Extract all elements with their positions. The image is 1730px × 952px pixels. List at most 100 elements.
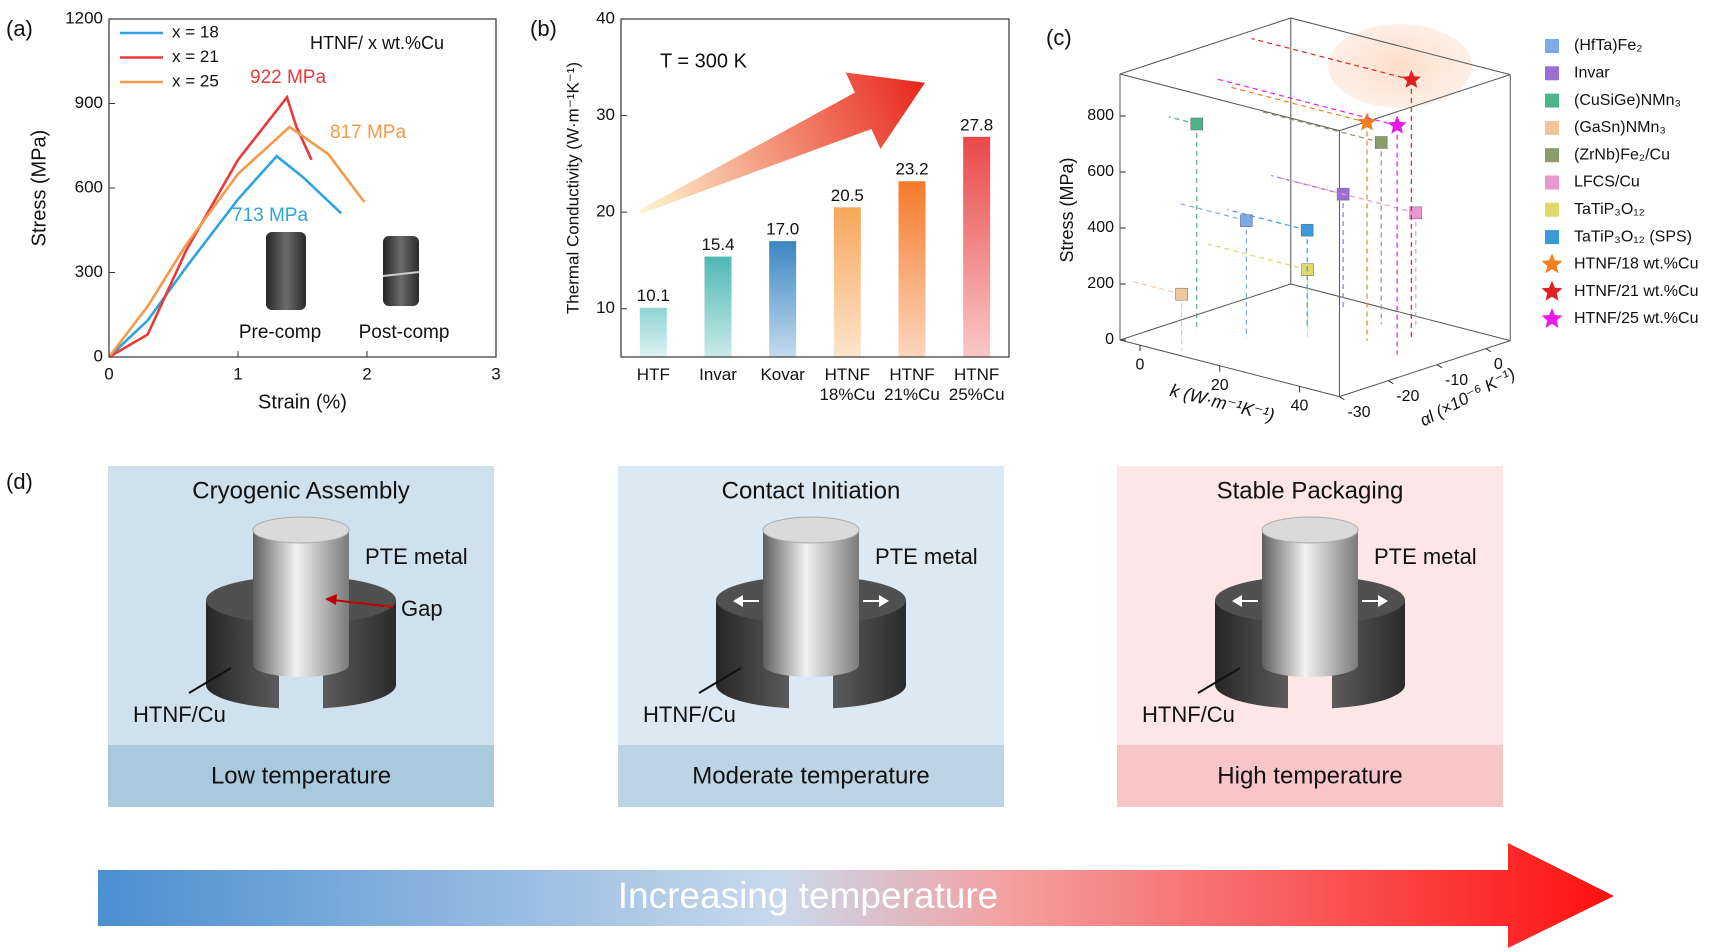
x-tick-label: HTNF 18%Cu [819, 365, 876, 404]
legend-label: TaTiP₃O₁₂ [1574, 201, 1645, 218]
material-label: HTNF/Cu [133, 702, 226, 727]
expansion-arrow [863, 595, 889, 607]
legend-label: x = 25 [172, 71, 219, 90]
box-edge [1119, 73, 1340, 132]
line-series [108, 94, 313, 359]
gap-arrow-head [325, 594, 337, 605]
box-edge [1290, 283, 1511, 342]
line-series [108, 154, 343, 358]
legend-label: x = 21 [172, 47, 219, 66]
z-axis-label: Stress (MPa) [1057, 157, 1077, 262]
x-tick-label: 2 [362, 364, 371, 383]
point [1357, 112, 1377, 131]
x-tick-label: HTNF 21%Cu [884, 365, 940, 404]
sample-image [383, 236, 419, 306]
gap-arrow [332, 599, 394, 608]
legend-swatch [1541, 253, 1563, 274]
plot-frame [108, 18, 497, 358]
value-label: 15.4 [701, 235, 734, 254]
guide-line [1129, 280, 1182, 295]
sample-image [266, 232, 306, 310]
y-tick-label: 900 [75, 93, 103, 112]
guide-line [1276, 176, 1416, 214]
y-tick [1485, 348, 1492, 353]
x-tick-label: HTNF 25%Cu [948, 365, 1005, 404]
guide-line [1217, 78, 1398, 127]
leader-line [188, 667, 232, 694]
value-label: 23.2 [895, 160, 928, 179]
x-axis-label: Strain (%) [258, 391, 347, 413]
trend-arrow [639, 72, 926, 214]
guide-line [1261, 111, 1382, 144]
stage-band [618, 745, 1004, 807]
x-tick-label: 1 [233, 364, 242, 383]
box-edge [1119, 17, 1291, 75]
value-label: 27.8 [960, 115, 993, 134]
guide-line [1227, 85, 1368, 124]
material-label: PTE metal [365, 544, 468, 569]
temperature-arrow-label: Increasing temperature [618, 875, 998, 916]
legend-swatch [1545, 93, 1559, 108]
line-series [107, 125, 366, 358]
x-tick-label: Kovar [760, 365, 805, 384]
leader-line [1197, 667, 1241, 694]
y-tick [1436, 364, 1443, 369]
panel-label: (b) [530, 16, 557, 41]
leader-line [698, 667, 742, 694]
legend-swatch [1545, 120, 1559, 135]
legend-swatch [1545, 202, 1559, 217]
sample-label: Post-comp [359, 322, 450, 343]
x-tick-label: Invar [699, 365, 737, 384]
guide-line [1227, 209, 1308, 231]
legend-swatch [1541, 280, 1563, 301]
point [1374, 136, 1388, 149]
legend-swatch [1545, 230, 1559, 245]
sample-crack [382, 271, 420, 277]
legend-label: Invar [1574, 65, 1610, 82]
bar [898, 181, 926, 357]
stage-title: Contact Initiation [722, 477, 901, 504]
plot-frame [620, 18, 1010, 358]
bar [963, 136, 991, 357]
legend-label: (ZrNb)Fe₂/Cu [1574, 146, 1670, 163]
point [1401, 69, 1421, 88]
stage-title: Stable Packaging [1217, 477, 1404, 504]
legend-label: x = 18 [172, 22, 219, 41]
legend-swatch [1545, 175, 1559, 190]
point [1240, 214, 1253, 227]
value-label: 20.5 [831, 186, 864, 205]
legend-swatch [1545, 66, 1559, 81]
panel-label: (c) [1046, 25, 1072, 50]
inner-cylinder-bottom [253, 653, 349, 677]
value-label: 10.1 [637, 286, 670, 305]
z-tick-label: 400 [1087, 219, 1114, 236]
panel-label: (a) [6, 16, 33, 41]
stage-title: Cryogenic Assembly [192, 477, 409, 504]
legend-label: (GaSn)NMn₃ [1574, 119, 1666, 136]
inner-cylinder-bottom [1262, 653, 1358, 677]
point [1300, 223, 1314, 237]
peak-label: 713 MPa [232, 205, 308, 226]
x-tick-label: HTF [636, 365, 670, 384]
z-tick-label: 200 [1087, 275, 1114, 292]
point [1409, 206, 1423, 220]
point [1387, 115, 1407, 134]
y-tick [1339, 396, 1345, 401]
material-label: HTNF/Cu [643, 702, 736, 727]
gap-label: Gap [401, 596, 443, 621]
legend-label: HTNF/25 wt.%Cu [1574, 310, 1698, 327]
stage-band [1117, 745, 1503, 807]
material-label: HTNF/Cu [1142, 702, 1235, 727]
x-tick-label: 40 [1291, 398, 1309, 415]
legend-label: HTNF/21 wt.%Cu [1574, 283, 1698, 300]
inner-cylinder-top [1261, 516, 1359, 544]
legend-swatch [1545, 39, 1559, 53]
y-tick-label: 0 [1494, 356, 1503, 373]
inner-cylinder-top [762, 516, 860, 544]
expansion-arrow [733, 595, 759, 607]
y-axis-label: Stress (MPa) [28, 130, 50, 247]
sample-label: Pre-comp [239, 322, 321, 343]
bar [704, 256, 732, 357]
